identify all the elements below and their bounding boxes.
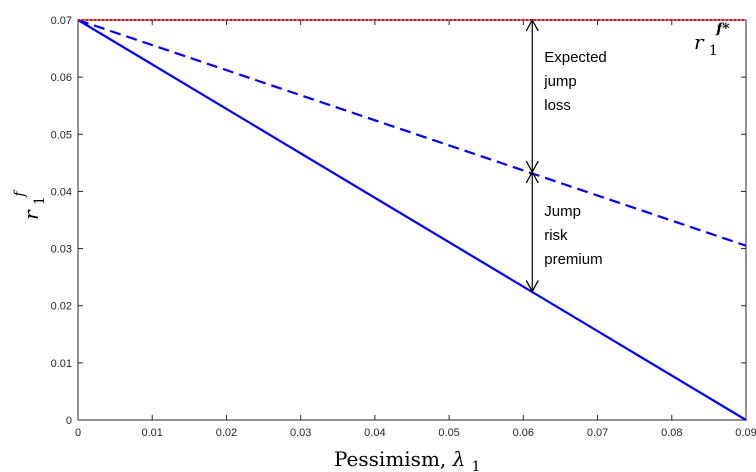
y-tick-label: 0.07 bbox=[51, 15, 72, 27]
x-tick-label: 0.02 bbox=[216, 427, 237, 439]
y-tick-label: 0.04 bbox=[51, 186, 72, 198]
y-axis-label-sup: f bbox=[12, 189, 28, 198]
x-tick-label: 0.03 bbox=[290, 427, 311, 439]
annotation-line: premium bbox=[544, 251, 602, 268]
y-axis-label-base: r bbox=[19, 209, 43, 220]
y-tick-label: 0 bbox=[66, 415, 72, 427]
series-line-solid bbox=[77, 19, 747, 421]
axes: 0 0.01 0.02 0.03 0.04 0.05 0.06 0.07 0.08 0.09 0 0.… bbox=[51, 15, 756, 439]
series-line-dashed bbox=[77, 18, 747, 247]
x-axis-label: Pessimism, λ 1 bbox=[334, 447, 481, 472]
annotation-line: risk bbox=[544, 227, 568, 244]
x-tick-label: 0.07 bbox=[587, 427, 608, 439]
y-tick-label: 0.02 bbox=[51, 301, 72, 313]
series-label-sup: f* bbox=[715, 21, 730, 37]
x-tick-label: 0.08 bbox=[661, 427, 682, 439]
annotation-line: Expected bbox=[544, 49, 607, 66]
annotations-group: Expected jump loss Jump risk premium bbox=[543, 49, 607, 268]
y-tick-label: 0.06 bbox=[51, 72, 72, 84]
y-tick-label: 0.01 bbox=[51, 358, 72, 370]
x-axis-label-symbol: λ bbox=[452, 447, 466, 471]
y-axis-label-sub: 1 bbox=[32, 196, 48, 205]
annotation-line: Jump bbox=[544, 203, 581, 220]
y-tick-label: 0.05 bbox=[51, 129, 72, 141]
series-label-sub: 1 bbox=[709, 43, 718, 59]
x-tick-label: 0 bbox=[75, 427, 81, 439]
arrowhead bbox=[525, 170, 539, 184]
annotation-line: jump bbox=[543, 73, 577, 90]
arrowhead bbox=[525, 18, 539, 32]
y-axis-label: r 1 f bbox=[12, 189, 49, 220]
series-label-base: r bbox=[694, 30, 705, 54]
x-axis-label-text: Pessimism, bbox=[334, 447, 453, 471]
y-axis-label-group: r 1 f bbox=[12, 189, 49, 220]
x-axis-label-sub: 1 bbox=[472, 459, 481, 472]
arrows-group bbox=[525, 18, 539, 293]
arrowhead bbox=[525, 280, 539, 293]
x-tick-label: 0.04 bbox=[364, 427, 385, 439]
series-label: r 1 f* bbox=[694, 21, 730, 60]
x-tick-label: 0.01 bbox=[142, 427, 163, 439]
x-tick-label: 0.09 bbox=[735, 427, 756, 439]
x-tick-label: 0.06 bbox=[513, 427, 534, 439]
x-tick-label: 0.05 bbox=[438, 427, 459, 439]
series-group bbox=[77, 18, 747, 421]
annotation-line: loss bbox=[544, 97, 571, 114]
y-tick-label: 0.03 bbox=[51, 244, 72, 256]
